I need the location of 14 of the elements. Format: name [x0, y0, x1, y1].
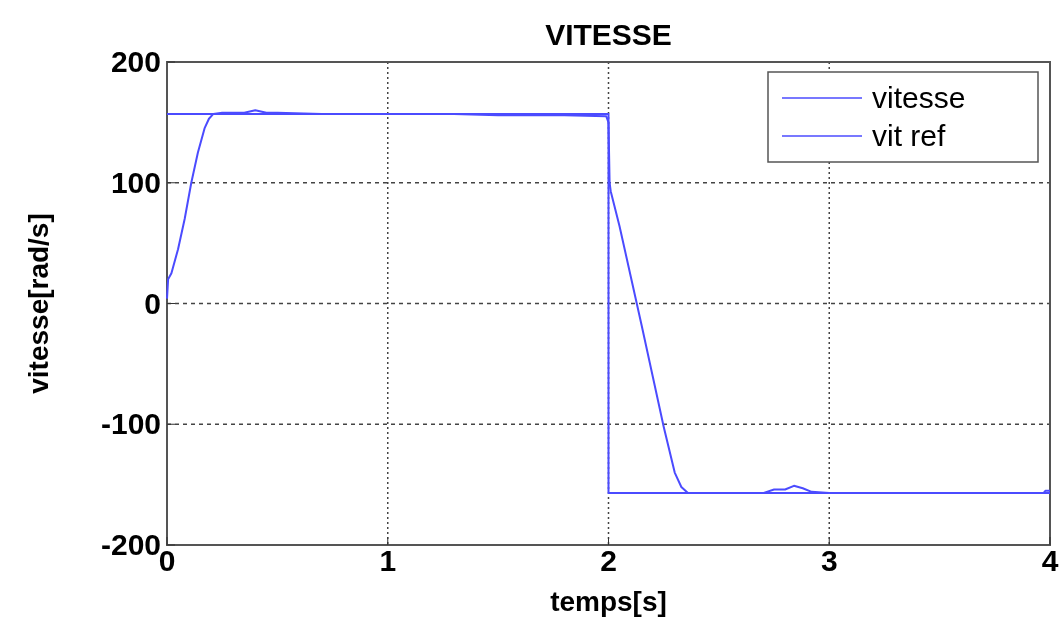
legend-label: vitesse — [872, 81, 966, 114]
x-tick-label: 4 — [1041, 544, 1059, 577]
y-tick-label: -200 — [100, 528, 161, 561]
x-axis-title: temps[s] — [550, 586, 667, 617]
y-tick-label: -100 — [100, 407, 161, 441]
chart-title: VITESSE — [545, 18, 672, 51]
x-tick-label: 3 — [820, 544, 838, 577]
y-tick-label: 0 — [144, 286, 161, 320]
y-axis-title: vitesse[rad/s] — [23, 213, 54, 394]
legend-label: vit ref — [872, 119, 947, 152]
y-tick-label: 100 — [110, 165, 161, 199]
x-tick-label: 2 — [600, 544, 617, 577]
y-tick-label: 200 — [110, 45, 161, 78]
x-tick-label: 1 — [379, 544, 397, 577]
